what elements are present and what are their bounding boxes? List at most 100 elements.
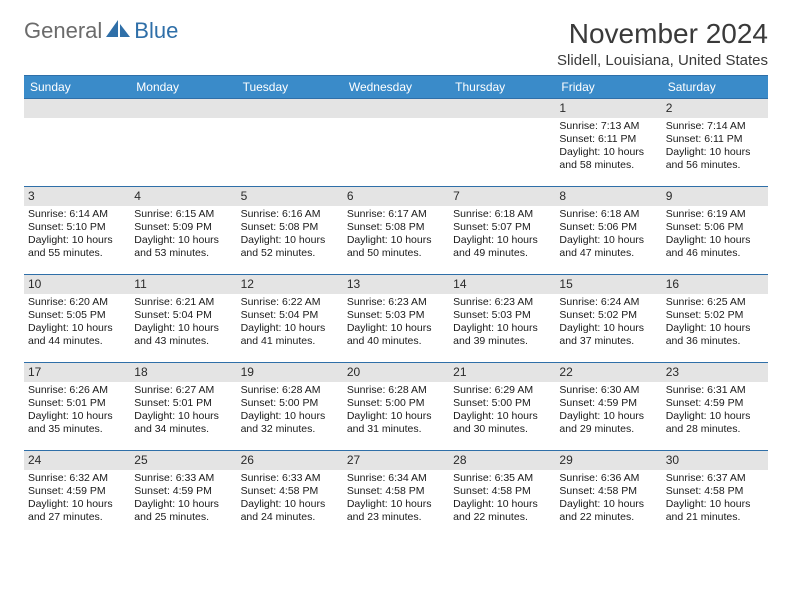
daylight-text: Daylight: 10 hours and 43 minutes. — [134, 322, 232, 348]
calendar-cell: 13Sunrise: 6:23 AMSunset: 5:03 PMDayligh… — [343, 274, 449, 362]
day-number: 25 — [130, 451, 236, 470]
dow-header: Monday — [130, 76, 236, 98]
sunset-text: Sunset: 5:00 PM — [347, 397, 445, 410]
daylight-text: Daylight: 10 hours and 24 minutes. — [241, 498, 339, 524]
sunset-text: Sunset: 5:08 PM — [241, 221, 339, 234]
day-number: 6 — [343, 187, 449, 206]
sunrise-text: Sunrise: 6:15 AM — [134, 208, 232, 221]
title-block: November 2024 Slidell, Louisiana, United… — [557, 18, 768, 69]
day-number: 29 — [555, 451, 661, 470]
sunset-text: Sunset: 5:02 PM — [559, 309, 657, 322]
daylight-text: Daylight: 10 hours and 52 minutes. — [241, 234, 339, 260]
daylight-text: Daylight: 10 hours and 40 minutes. — [347, 322, 445, 348]
daylight-text: Daylight: 10 hours and 28 minutes. — [666, 410, 764, 436]
day-number: 23 — [662, 363, 768, 382]
daylight-text: Daylight: 10 hours and 25 minutes. — [134, 498, 232, 524]
day-number: 4 — [130, 187, 236, 206]
dow-header: Saturday — [662, 76, 768, 98]
sunset-text: Sunset: 5:09 PM — [134, 221, 232, 234]
sunrise-text: Sunrise: 6:14 AM — [28, 208, 126, 221]
calendar-cell: 22Sunrise: 6:30 AMSunset: 4:59 PMDayligh… — [555, 362, 661, 450]
calendar-cell: 7Sunrise: 6:18 AMSunset: 5:07 PMDaylight… — [449, 186, 555, 274]
calendar-cell: 17Sunrise: 6:26 AMSunset: 5:01 PMDayligh… — [24, 362, 130, 450]
sunrise-text: Sunrise: 6:36 AM — [559, 472, 657, 485]
day-number: 9 — [662, 187, 768, 206]
day-number: 5 — [237, 187, 343, 206]
logo: General Blue — [24, 18, 178, 44]
sunset-text: Sunset: 5:06 PM — [559, 221, 657, 234]
daylight-text: Daylight: 10 hours and 37 minutes. — [559, 322, 657, 348]
daylight-text: Daylight: 10 hours and 23 minutes. — [347, 498, 445, 524]
sunrise-text: Sunrise: 6:20 AM — [28, 296, 126, 309]
calendar-cell: 23Sunrise: 6:31 AMSunset: 4:59 PMDayligh… — [662, 362, 768, 450]
dow-header: Wednesday — [343, 76, 449, 98]
daylight-text: Daylight: 10 hours and 47 minutes. — [559, 234, 657, 260]
sunset-text: Sunset: 4:58 PM — [666, 485, 764, 498]
day-number: 10 — [24, 275, 130, 294]
daylight-text: Daylight: 10 hours and 22 minutes. — [559, 498, 657, 524]
calendar-cell: 11Sunrise: 6:21 AMSunset: 5:04 PMDayligh… — [130, 274, 236, 362]
dow-header: Sunday — [24, 76, 130, 98]
daylight-text: Daylight: 10 hours and 39 minutes. — [453, 322, 551, 348]
daylight-text: Daylight: 10 hours and 46 minutes. — [666, 234, 764, 260]
daynum-empty — [237, 99, 343, 118]
calendar-cell: 30Sunrise: 6:37 AMSunset: 4:58 PMDayligh… — [662, 450, 768, 538]
sunrise-text: Sunrise: 6:17 AM — [347, 208, 445, 221]
dow-header: Thursday — [449, 76, 555, 98]
calendar-grid: SundayMondayTuesdayWednesdayThursdayFrid… — [24, 75, 768, 538]
sunset-text: Sunset: 6:11 PM — [559, 133, 657, 146]
calendar-cell-empty — [24, 98, 130, 186]
sunrise-text: Sunrise: 6:30 AM — [559, 384, 657, 397]
sunrise-text: Sunrise: 6:21 AM — [134, 296, 232, 309]
header: General Blue November 2024 Slidell, Loui… — [24, 18, 768, 69]
calendar-cell: 3Sunrise: 6:14 AMSunset: 5:10 PMDaylight… — [24, 186, 130, 274]
calendar-cell-empty — [449, 98, 555, 186]
sunrise-text: Sunrise: 6:35 AM — [453, 472, 551, 485]
calendar-cell: 16Sunrise: 6:25 AMSunset: 5:02 PMDayligh… — [662, 274, 768, 362]
day-number: 1 — [555, 99, 661, 118]
daylight-text: Daylight: 10 hours and 49 minutes. — [453, 234, 551, 260]
sunset-text: Sunset: 4:59 PM — [134, 485, 232, 498]
calendar-cell: 10Sunrise: 6:20 AMSunset: 5:05 PMDayligh… — [24, 274, 130, 362]
logo-sail-icon — [106, 20, 132, 43]
sunset-text: Sunset: 5:02 PM — [666, 309, 764, 322]
calendar-cell: 19Sunrise: 6:28 AMSunset: 5:00 PMDayligh… — [237, 362, 343, 450]
daylight-text: Daylight: 10 hours and 34 minutes. — [134, 410, 232, 436]
daylight-text: Daylight: 10 hours and 35 minutes. — [28, 410, 126, 436]
calendar-cell: 5 Sunrise: 6:16 AMSunset: 5:08 PMDaylight… — [237, 186, 343, 274]
day-number: 14 — [449, 275, 555, 294]
daynum-empty — [343, 99, 449, 118]
sunrise-text: Sunrise: 6:31 AM — [666, 384, 764, 397]
sunset-text: Sunset: 5:00 PM — [453, 397, 551, 410]
calendar-cell: 27Sunrise: 6:34 AMSunset: 4:58 PMDayligh… — [343, 450, 449, 538]
calendar-cell: 24Sunrise: 6:32 AMSunset: 4:59 PMDayligh… — [24, 450, 130, 538]
calendar-cell: 20Sunrise: 6:28 AMSunset: 5:00 PMDayligh… — [343, 362, 449, 450]
dow-header: Tuesday — [237, 76, 343, 98]
sunset-text: Sunset: 5:06 PM — [666, 221, 764, 234]
sunrise-text: Sunrise: 7:13 AM — [559, 120, 657, 133]
calendar-cell: 25Sunrise: 6:33 AMSunset: 4:59 PMDayligh… — [130, 450, 236, 538]
logo-text-general: General — [24, 18, 102, 44]
sunset-text: Sunset: 5:05 PM — [28, 309, 126, 322]
sunrise-text: Sunrise: 6:25 AM — [666, 296, 764, 309]
sunset-text: Sunset: 5:01 PM — [134, 397, 232, 410]
sunset-text: Sunset: 5:10 PM — [28, 221, 126, 234]
sunrise-text: Sunrise: 6:37 AM — [666, 472, 764, 485]
calendar-cell: 26Sunrise: 6:33 AMSunset: 4:58 PMDayligh… — [237, 450, 343, 538]
day-number: 12 — [237, 275, 343, 294]
sunset-text: Sunset: 4:58 PM — [347, 485, 445, 498]
sunrise-text: Sunrise: 6:34 AM — [347, 472, 445, 485]
sunrise-text: Sunrise: 6:16 AM — [241, 208, 339, 221]
sunset-text: Sunset: 5:03 PM — [453, 309, 551, 322]
daylight-text: Daylight: 10 hours and 32 minutes. — [241, 410, 339, 436]
sunrise-text: Sunrise: 6:33 AM — [241, 472, 339, 485]
day-number: 20 — [343, 363, 449, 382]
sunset-text: Sunset: 4:58 PM — [241, 485, 339, 498]
calendar-cell: 6Sunrise: 6:17 AMSunset: 5:08 PMDaylight… — [343, 186, 449, 274]
daylight-text: Daylight: 10 hours and 55 minutes. — [28, 234, 126, 260]
sunset-text: Sunset: 5:01 PM — [28, 397, 126, 410]
sunset-text: Sunset: 5:07 PM — [453, 221, 551, 234]
calendar-cell-empty — [130, 98, 236, 186]
calendar-cell: 28Sunrise: 6:35 AMSunset: 4:58 PMDayligh… — [449, 450, 555, 538]
daylight-text: Daylight: 10 hours and 41 minutes. — [241, 322, 339, 348]
